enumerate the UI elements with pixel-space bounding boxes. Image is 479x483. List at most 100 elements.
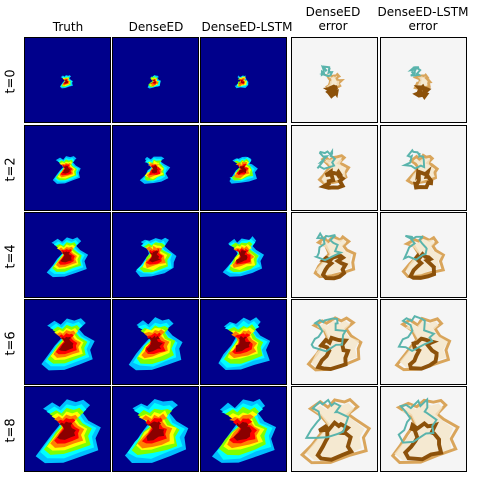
col-title-dense-ed-error: DenseED error xyxy=(305,5,361,33)
field-map-panel xyxy=(112,125,199,211)
field-map-panel xyxy=(24,125,111,211)
error-negative-band xyxy=(313,231,344,262)
error-negative-band xyxy=(304,398,350,439)
error-negative-band xyxy=(316,148,337,170)
error-negative-band xyxy=(401,148,426,170)
field-map-panel xyxy=(24,212,111,298)
error-negative-band xyxy=(407,66,422,77)
panel-graphic xyxy=(201,126,286,210)
panel-graphic xyxy=(381,38,466,122)
error-high-band xyxy=(412,166,434,190)
plume-contour xyxy=(59,336,74,352)
plume-contour xyxy=(239,79,245,84)
row-label-t6: t=6 xyxy=(3,330,19,356)
error-map-panel xyxy=(380,212,467,298)
field-map-panel xyxy=(200,212,287,298)
plume-contour xyxy=(239,78,246,85)
panel-graphic xyxy=(25,126,110,210)
plume-contour xyxy=(148,250,161,263)
field-map-panel xyxy=(200,299,287,385)
panel-graphic xyxy=(113,126,198,210)
error-map-panel xyxy=(380,37,467,123)
field-map-panel xyxy=(112,37,199,123)
panel-graphic xyxy=(113,213,198,297)
plume-contour xyxy=(149,164,158,174)
error-boundary xyxy=(405,153,440,185)
col-title-dense-ed-lstm: DenseED-LSTM xyxy=(201,20,293,34)
col-title-truth: Truth xyxy=(52,20,84,34)
plume-contour xyxy=(150,78,157,85)
error-negative-band xyxy=(402,234,428,261)
row-label-t0: t=0 xyxy=(3,68,19,94)
panel-graphic xyxy=(201,387,286,471)
plume-contour xyxy=(146,421,165,441)
row-label-t8: t=8 xyxy=(3,417,19,443)
col-title-dense-ed-lstm-error: DenseED-LSTM error xyxy=(377,5,469,33)
panel-graphic xyxy=(381,126,466,210)
error-high-band xyxy=(407,336,439,371)
field-map-panel xyxy=(24,37,111,123)
error-boundary xyxy=(299,397,372,465)
plume-contour xyxy=(235,335,251,353)
error-negative-band xyxy=(319,64,334,78)
error-boundary xyxy=(401,235,446,278)
panel-graphic xyxy=(25,213,110,297)
error-map-panel xyxy=(291,299,378,385)
image-grid xyxy=(24,37,467,474)
error-high-band xyxy=(315,335,351,372)
error-high-band xyxy=(412,83,432,100)
error-high-band xyxy=(402,420,444,462)
panel-graphic xyxy=(292,387,377,471)
panel-graphic xyxy=(25,300,110,384)
plume-contour xyxy=(62,165,71,174)
field-map-panel xyxy=(112,212,199,298)
error-map-panel xyxy=(380,125,467,211)
plume-contour xyxy=(233,421,252,441)
plume-contour xyxy=(151,79,157,84)
panel-graphic xyxy=(113,387,198,471)
panel-graphic xyxy=(201,38,286,122)
panel-graphic xyxy=(201,213,286,297)
plume-contour xyxy=(238,165,247,175)
error-map-panel xyxy=(291,386,378,472)
panel-graphic xyxy=(113,38,198,122)
error-map-panel xyxy=(380,299,467,385)
plume-contour xyxy=(64,79,69,84)
field-map-panel xyxy=(200,386,287,472)
field-map-panel xyxy=(112,386,199,472)
panel-graphic xyxy=(113,300,198,384)
error-map-panel xyxy=(291,212,378,298)
panel-graphic xyxy=(381,300,466,384)
error-high-band xyxy=(315,419,355,462)
col-title-dense-ed: DenseED xyxy=(128,20,184,34)
error-map-panel xyxy=(380,386,467,472)
error-map-panel xyxy=(291,125,378,211)
row-label-t2: t=2 xyxy=(3,156,19,182)
panel-graphic xyxy=(292,300,377,384)
error-high-band xyxy=(318,167,346,190)
panel-graphic xyxy=(381,387,466,471)
error-negative-band xyxy=(397,397,438,444)
error-negative-band xyxy=(397,315,436,352)
error-region xyxy=(416,76,429,89)
field-map-panel xyxy=(112,299,199,385)
error-boundary xyxy=(390,398,460,464)
row-label-t4: t=4 xyxy=(3,243,19,269)
plume-contour xyxy=(60,251,72,263)
error-map-panel xyxy=(291,37,378,123)
error-high-band xyxy=(322,84,339,99)
error-region xyxy=(326,75,340,88)
panel-graphic xyxy=(292,38,377,122)
panel-graphic xyxy=(201,300,286,384)
panel-graphic xyxy=(381,213,466,297)
field-map-panel xyxy=(24,386,111,472)
field-map-panel xyxy=(24,299,111,385)
plume-contour xyxy=(146,335,163,353)
plume-contour xyxy=(57,421,76,440)
error-negative-band xyxy=(310,317,348,353)
panel-graphic xyxy=(292,126,377,210)
panel-graphic xyxy=(25,387,110,471)
panel-graphic xyxy=(25,38,110,122)
panel-graphic xyxy=(292,213,377,297)
plume-contour xyxy=(236,250,248,264)
